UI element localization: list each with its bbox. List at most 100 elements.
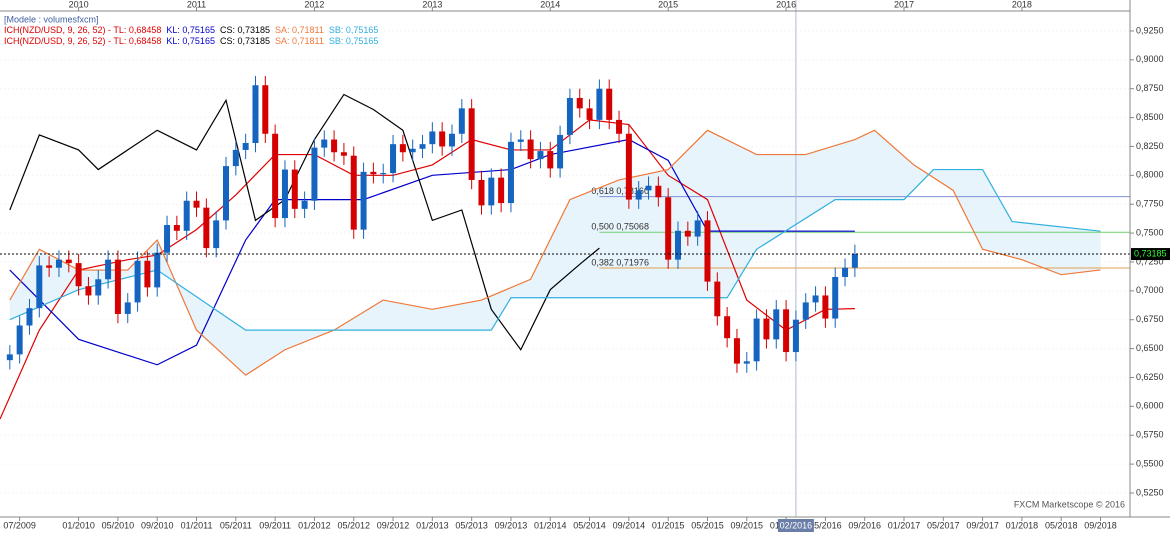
- candle-body: [822, 295, 829, 319]
- indicator-line: [9, 168, 1101, 331]
- candle-body: [380, 173, 387, 175]
- candle-body: [75, 263, 82, 287]
- candle-body: [478, 179, 485, 206]
- candle-body: [645, 185, 652, 191]
- y-tick-label: 0,5500: [1136, 458, 1164, 468]
- y-tick-label: 0,7500: [1136, 227, 1164, 237]
- candle-body: [144, 260, 151, 288]
- y-tick-label: 0,6250: [1136, 372, 1164, 382]
- candle-body: [272, 133, 279, 219]
- candle-body: [399, 144, 406, 153]
- indicator-value: SB: 0,75165: [329, 36, 379, 46]
- x-tick-label: 05/2012: [337, 520, 370, 530]
- indicator-line: ICH(NZD/USD, 9, 26, 52) - TL: 0,68458 KL:…: [4, 25, 378, 35]
- x-tick-label: 05/2018: [1045, 520, 1078, 530]
- candle-body: [557, 134, 564, 169]
- candle-body: [743, 361, 750, 364]
- candle-body: [832, 276, 839, 319]
- candle-body: [694, 220, 701, 237]
- footer: FXCM Marketscope © 2016: [1014, 499, 1125, 509]
- plot-area: 0,618 0,78160 0,500 0,75068 0,382 0,71976: [0, 0, 1130, 517]
- x-tick-label: 01/2012: [298, 520, 331, 530]
- x-tick-label: 09/2016: [848, 520, 881, 530]
- candle-body: [596, 88, 603, 120]
- y-tick-label: 0,7000: [1136, 285, 1164, 295]
- candle-body: [733, 338, 740, 364]
- indicator-value: ICH(NZD/USD, 9, 26, 52) - TL: 0,68458: [4, 25, 161, 35]
- indicator-line: ICH(NZD/USD, 9, 26, 52) - TL: 0,68458 KL:…: [4, 36, 378, 46]
- candle-body: [16, 325, 23, 355]
- candle-body: [665, 197, 672, 260]
- year-label: 2011: [187, 0, 206, 9]
- candle-body: [321, 139, 328, 148]
- candle-body: [517, 139, 524, 142]
- indicator-value: CS: 0,73185: [220, 36, 270, 46]
- candle-body: [350, 155, 357, 230]
- indicator-value: CS: 0,73185: [220, 25, 270, 35]
- y-tick-label: 0,7250: [1136, 256, 1164, 266]
- x-tick-label: 05/2016: [809, 520, 842, 530]
- candle-body: [203, 207, 210, 249]
- candle-body: [114, 259, 121, 314]
- candle-body: [154, 252, 161, 288]
- indicator-value: ICH(NZD/USD, 9, 26, 52) - TL: 0,68458: [4, 36, 161, 46]
- candle-body: [655, 185, 662, 198]
- x-tick-label: 01/2010: [62, 520, 95, 530]
- x-tick-label: 09/2010: [141, 520, 174, 530]
- crosshair-label: 02/2016: [780, 520, 813, 530]
- kumo-cloud: [9, 130, 1101, 376]
- candle-body: [65, 259, 72, 264]
- candle-body: [439, 131, 446, 147]
- fib-label: 0,382 0,71976: [591, 257, 649, 267]
- indicator-value: KL: 0,75165: [166, 25, 215, 35]
- x-tick-label: 09/2011: [259, 520, 291, 530]
- candle-body: [242, 142, 249, 150]
- x-tick-label: 05/2015: [691, 520, 724, 530]
- candle-body: [360, 171, 367, 230]
- year-label: 2010: [69, 0, 89, 9]
- candle-body: [537, 151, 544, 160]
- candle-body: [419, 144, 426, 149]
- candle-body: [458, 108, 465, 134]
- candle-body: [95, 279, 102, 296]
- candle-body: [213, 220, 220, 249]
- candle-body: [547, 151, 554, 169]
- last-price-box: [1131, 248, 1170, 261]
- candle-body: [783, 309, 790, 353]
- year-label: 2016: [776, 0, 796, 9]
- candle-body: [370, 171, 377, 175]
- y-tick-label: 0,6500: [1136, 343, 1164, 353]
- y-tick-label: 0,5250: [1136, 487, 1164, 497]
- candle-body: [85, 286, 92, 296]
- candle-body: [488, 177, 495, 206]
- candle-body: [36, 265, 43, 309]
- candle-body: [164, 225, 171, 253]
- indicator-value: SA: 0,71811: [275, 36, 324, 46]
- candle-body: [802, 302, 809, 320]
- candle-body: [704, 220, 711, 282]
- candle-body: [183, 200, 190, 231]
- candle-body: [390, 144, 397, 174]
- candle-body: [527, 139, 534, 160]
- y-tick-label: 0,8000: [1136, 170, 1164, 180]
- candle-body: [232, 149, 239, 167]
- x-tick-label: 09/2015: [731, 520, 764, 530]
- candle-body: [714, 281, 721, 317]
- x-tick-label: 09/2014: [613, 520, 646, 530]
- crosshair-label-box: [777, 519, 814, 532]
- candle-body: [753, 318, 760, 362]
- year-label: 2017: [894, 0, 914, 9]
- candle-body: [193, 200, 200, 208]
- candle-body: [311, 147, 318, 201]
- candle-body: [55, 259, 62, 268]
- candle-body: [105, 259, 112, 280]
- fib-label: 0,500 0,75068: [591, 222, 649, 232]
- indicator-line: [9, 129, 1101, 376]
- candle-body: [625, 133, 632, 200]
- candle-body: [635, 190, 642, 200]
- candle-body: [576, 97, 583, 109]
- candle-body: [566, 97, 573, 135]
- y-tick-label: 0,8250: [1136, 141, 1164, 151]
- candle-body: [252, 85, 259, 143]
- candle-body: [262, 85, 269, 134]
